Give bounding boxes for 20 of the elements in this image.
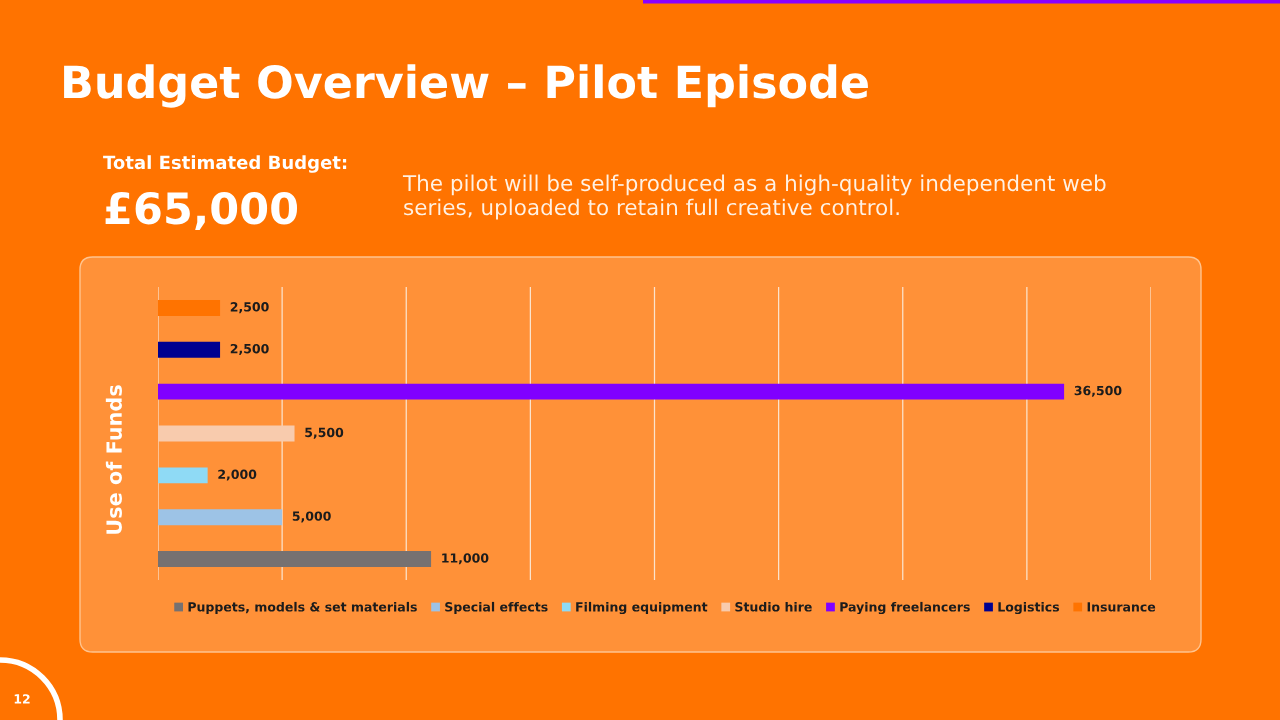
legend-label: Puppets, models & set materials	[188, 601, 417, 614]
legend-label: Logistics	[998, 601, 1060, 615]
data-label: 36,500	[1074, 385, 1122, 397]
data-label: 2,000	[218, 469, 257, 481]
legend-label: Filming equipment	[576, 601, 708, 615]
chart-title: Budget Overview – Pilot Episode	[64, 64, 868, 108]
data-label: 5,000	[292, 511, 331, 523]
data-label: 11,000	[442, 553, 489, 565]
y-axis-title: Use of Funds	[105, 385, 122, 534]
text: £65,000	[105, 191, 298, 230]
legend-label: Insurance	[1087, 602, 1156, 612]
legend-label: Paying freelancers	[840, 601, 970, 615]
text: 12	[14, 694, 30, 704]
data-label: 2,500	[230, 343, 269, 356]
text: The pilot will be self-produced as a high-quality independent web series, uploaded to retain full creative control.	[402, 174, 1106, 220]
text: Total Estimated Budget:	[103, 155, 347, 173]
data-label: 2,500	[230, 302, 269, 314]
data-label: 5,500	[305, 427, 344, 439]
legend-label: Special effects	[445, 601, 548, 614]
legend-label: Studio hire	[735, 601, 812, 612]
